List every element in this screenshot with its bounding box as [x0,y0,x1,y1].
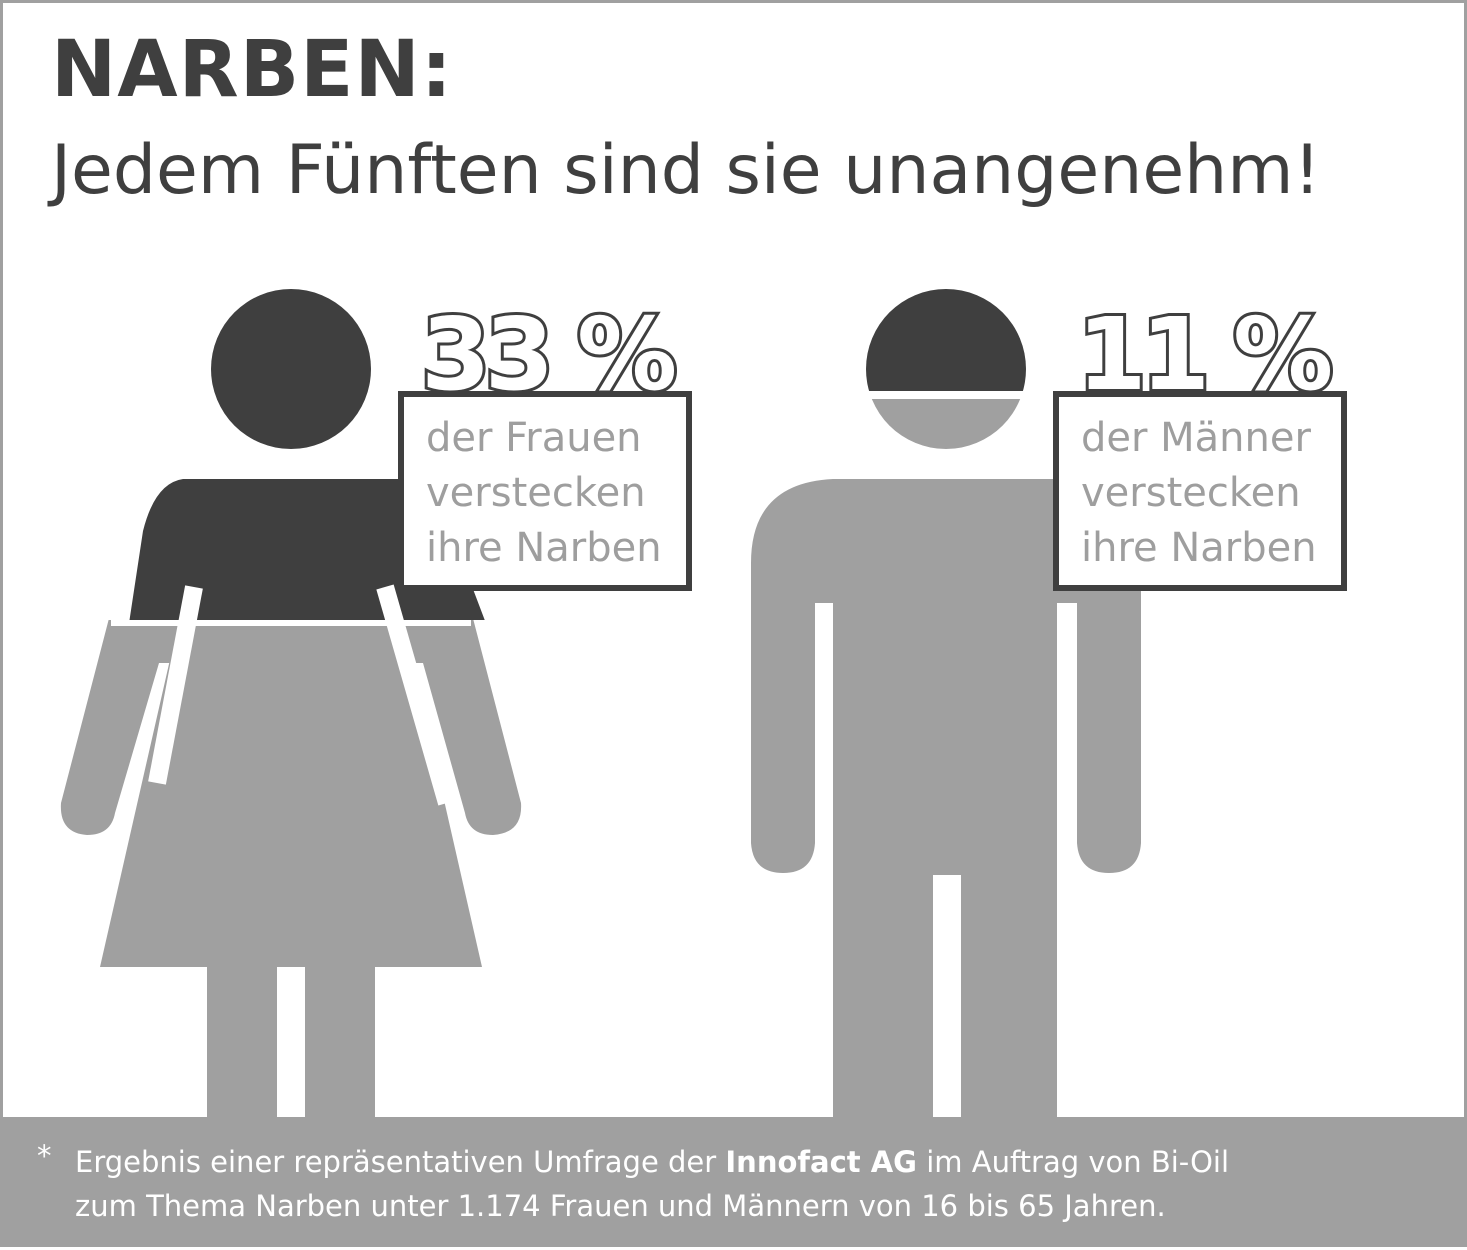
woman-right-leg [305,963,375,1123]
women-description-box: der Frauen verstecken ihre Narben [398,391,692,591]
title-line-1: NARBEN: [51,25,453,115]
footnote-line-1: Ergebnis einer repräsentativen Umfrage d… [75,1145,1229,1179]
footnote-line-2: zum Thema Narben unter 1.174 Frauen und … [75,1189,1166,1223]
title-line-2: Jedem Fünften sind sie unangenehm! [51,131,1321,210]
footnote-source-name: Innofact AG [725,1145,917,1179]
footnote-line-1-post: im Auftrag von Bi-Oil [916,1145,1230,1179]
pictogram-chart: 33 % 11 % [60,289,1340,1125]
man-head-light [869,392,1023,449]
page-title: NARBEN: Jedem Fünften sind sie unangeneh… [51,31,1321,205]
women-desc-line-2: verstecken [426,470,646,516]
woman-head [211,289,371,449]
footnote-bar: * Ergebnis einer repräsentativen Umfrage… [3,1117,1464,1244]
man-head-dark [866,289,1026,392]
man-body [751,479,1141,1123]
men-desc-line-2: verstecken [1081,470,1301,516]
women-desc-line-1: der Frauen [426,415,642,461]
footnote-marker: * [37,1139,52,1173]
man-figure [751,289,1141,1125]
woman-dark-part [129,479,485,620]
woman-left-leg [207,963,277,1123]
footnote-line-1-pre: Ergebnis einer repräsentativen Umfrage d… [75,1145,726,1179]
women-desc-line-3: ihre Narben [426,525,662,571]
men-desc-line-1: der Männer [1081,415,1311,461]
men-desc-line-3: ihre Narben [1081,525,1317,571]
woman-light-part [60,620,522,967]
men-description-box: der Männer verstecken ihre Narben [1053,391,1347,591]
woman-figure [60,289,522,1123]
